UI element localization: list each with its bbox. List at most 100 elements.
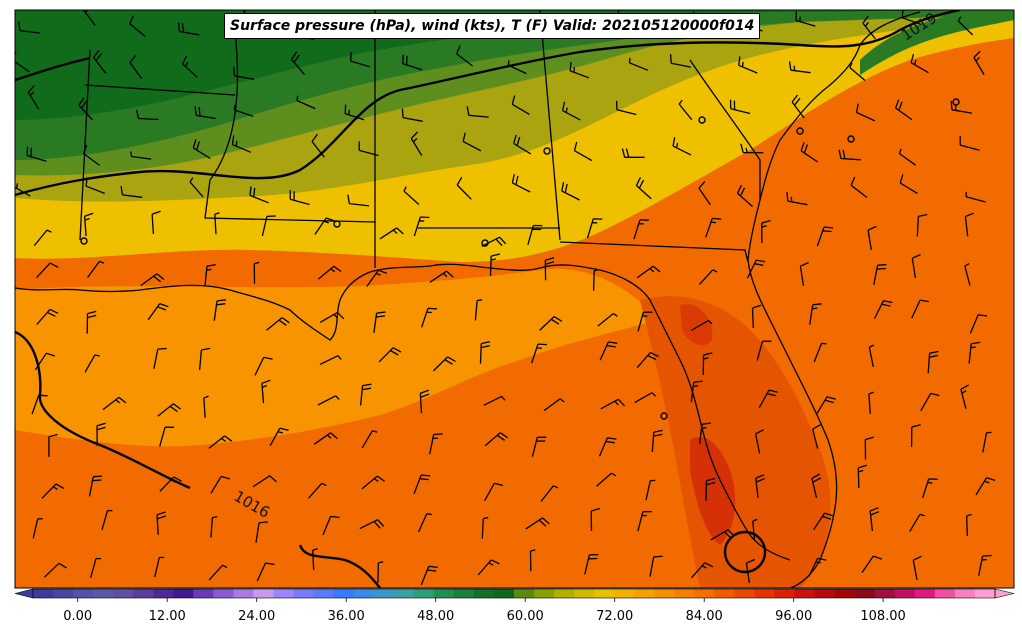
wind-barb — [156, 511, 167, 535]
wind-barb — [982, 431, 992, 453]
isobar-1019-north — [15, 10, 961, 197]
wind-barb — [102, 396, 127, 411]
temperature-field: 1019 1016 — [15, 10, 1014, 588]
geography-lines — [15, 10, 921, 588]
wind-barb — [233, 104, 254, 118]
station-marker — [847, 135, 855, 143]
colorbar-tick-label: 72.00 — [596, 609, 633, 624]
colorbar-ticks: 0.00 12.00 24.00 36.00 48.00 60.00 72.00 84.00 9… — [63, 598, 906, 624]
florida-east-coast — [747, 199, 838, 588]
wind-barb — [511, 173, 531, 193]
wind-barb — [672, 137, 692, 156]
isobar-south — [298, 544, 381, 588]
wind-barb — [192, 139, 211, 159]
wind-barb — [751, 304, 762, 329]
colorbar-segment — [433, 589, 455, 598]
wind-barb — [429, 270, 454, 283]
wind-barb — [615, 100, 637, 116]
wind-barb — [899, 174, 918, 194]
wind-barb — [189, 177, 204, 198]
wind-barb — [194, 106, 216, 120]
wind-barb — [204, 264, 216, 287]
wind-barb — [911, 299, 930, 319]
wind-barb — [48, 433, 58, 457]
wind-barb — [597, 312, 618, 327]
wind-barb — [795, 11, 816, 27]
wind-barb — [911, 254, 921, 279]
wind-barb — [379, 227, 404, 240]
wind-barb — [746, 259, 766, 279]
wind-barb — [261, 215, 276, 237]
wind-barb — [18, 21, 40, 34]
temp-zone-florida-hot — [640, 296, 831, 588]
wind-barb — [255, 521, 269, 543]
wind-barb — [420, 307, 438, 328]
wind-barb — [705, 217, 722, 238]
temp-zone-gulf — [15, 268, 660, 447]
wind-barb — [36, 262, 59, 279]
wind-barb — [592, 268, 600, 291]
wind-barb — [44, 562, 67, 578]
wind-barb — [289, 190, 310, 206]
atlantic-coast — [759, 11, 921, 201]
wind-barb — [561, 101, 581, 121]
wind-barb — [319, 311, 345, 323]
colorbar-segment — [273, 589, 295, 598]
wind-barb — [96, 422, 106, 446]
colorbar-segment — [574, 589, 595, 598]
wind-barb — [413, 216, 430, 237]
wind-barb — [120, 185, 143, 198]
wind-barb — [855, 103, 876, 122]
wind-barb — [761, 219, 771, 244]
wind-barb — [344, 104, 365, 121]
wind-barb — [544, 257, 555, 281]
wind-barb — [873, 300, 893, 319]
colorbar-segment — [193, 589, 214, 598]
wind-barb — [481, 236, 507, 247]
temp-zone-florida-hottest — [690, 436, 736, 545]
wind-barb — [151, 210, 161, 235]
wind-barb — [965, 191, 986, 203]
wind-barb — [669, 54, 691, 68]
colorbar-segment — [293, 589, 315, 598]
wind-barb — [359, 519, 385, 530]
wind-barb — [377, 561, 384, 583]
state-border-1 — [79, 49, 91, 241]
wind-barb — [210, 515, 218, 538]
wind-barb — [474, 299, 483, 321]
wind-barb — [232, 66, 255, 80]
wind-barb — [198, 347, 211, 370]
wind-barb — [513, 134, 532, 155]
wind-barb — [140, 273, 165, 287]
wind-barb — [531, 436, 547, 457]
wind-barb — [867, 225, 877, 251]
wind-barb — [419, 389, 430, 414]
colorbar-segment — [694, 589, 715, 598]
colorbar-segment — [253, 589, 274, 598]
wind-barb — [857, 464, 868, 488]
wind-barb — [432, 356, 456, 372]
wind-barb — [964, 263, 971, 286]
station-marker — [543, 147, 551, 155]
wind-barb — [651, 429, 663, 453]
wind-barb — [418, 513, 432, 533]
wind-barb — [649, 555, 663, 577]
wind-barb — [868, 391, 874, 414]
colorbar-segment — [73, 589, 94, 598]
wind-barb — [308, 482, 327, 499]
colorbar-segment — [113, 589, 134, 598]
wind-barb — [213, 299, 227, 321]
wind-barb — [921, 478, 938, 499]
wind-barb — [231, 135, 252, 153]
wind-barb — [507, 60, 527, 75]
isobar-1016 — [15, 330, 191, 490]
wind-barb — [479, 340, 491, 364]
wind-barb — [634, 392, 657, 404]
station-markers — [80, 98, 960, 420]
map-title: Surface pressure (hPa), wind (kts), T (F… — [224, 13, 761, 39]
wind-barb — [950, 100, 972, 114]
wind-barb — [208, 435, 233, 449]
wind-barb — [600, 398, 626, 410]
station-marker — [698, 116, 706, 124]
